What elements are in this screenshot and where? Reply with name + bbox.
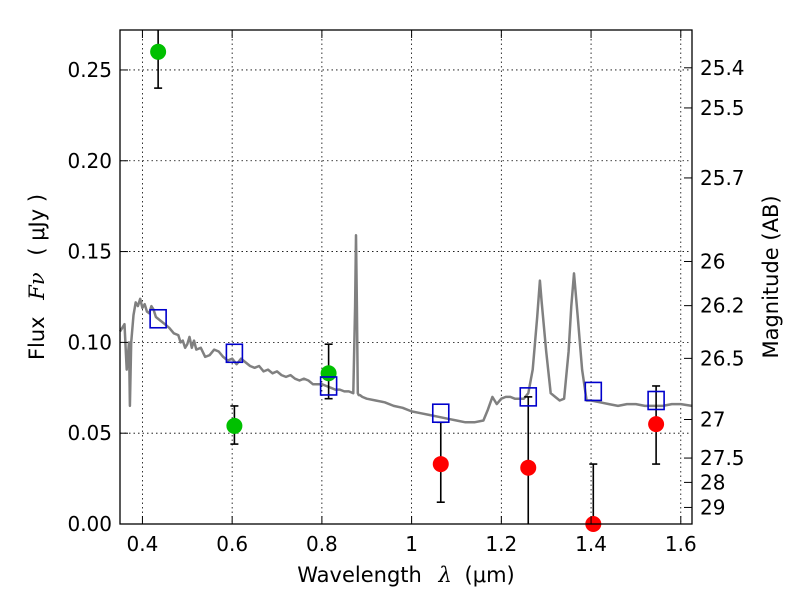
model-photometry-square — [149, 308, 167, 329]
x-axis-title: Wavelength λ (μm) — [297, 563, 514, 587]
y2-tick-label: 26.2 — [700, 294, 745, 318]
upper-limit-flux-point — [432, 456, 449, 473]
grid-lines — [120, 30, 692, 525]
model-photometry-square — [431, 403, 450, 424]
x-tick-label: 0.8 — [306, 532, 338, 556]
y-tick-label: 0.20 — [67, 149, 112, 173]
model-photometry-square — [225, 343, 244, 364]
x-tick-label: 0.6 — [216, 532, 248, 556]
x-axis-math: λ — [438, 563, 452, 587]
y-axis-unit: ( μJy ) — [25, 194, 49, 256]
y2-axis-title: Magnitude (AB) — [759, 195, 783, 358]
y2-tick-label: 29 — [700, 495, 725, 519]
model-photometry-square — [519, 387, 538, 407]
x-tick-label: 1.6 — [665, 532, 697, 556]
y2-tick-label: 26.5 — [700, 346, 745, 370]
model-photometry-square — [647, 390, 665, 411]
model-photometry-square — [319, 376, 338, 396]
model-photometry-square — [584, 381, 603, 402]
y-tick-label: 0.05 — [67, 421, 112, 445]
y-tick-label: 0.15 — [67, 240, 112, 264]
plot-frame — [119, 29, 693, 525]
detected-flux-point — [320, 365, 337, 382]
upper-limit-flux-point — [520, 459, 537, 476]
y-axis-math: Fν — [25, 272, 49, 301]
x-tick-label: 1 — [405, 532, 418, 556]
y-axis-label: Flux — [25, 316, 49, 360]
y2-tick-label: 26 — [700, 249, 725, 273]
y-tick-label: 0.25 — [67, 58, 112, 82]
x-tick-label: 1.2 — [485, 532, 517, 556]
upper-limit-flux-point — [648, 416, 665, 433]
model-spectrum-line — [118, 233, 693, 424]
y-tick-label: 0.10 — [67, 330, 112, 354]
x-axis-unit: (μm) — [465, 563, 515, 587]
detected-flux-point — [226, 417, 243, 434]
y2-tick-label: 28 — [700, 470, 725, 494]
x-axis-label: Wavelength — [297, 563, 422, 587]
y-tick-label: 0.00 — [67, 512, 112, 536]
y2-tick-label: 27 — [700, 407, 725, 431]
y2-tick-label: 27.5 — [700, 446, 745, 470]
y2-tick-label: 25.5 — [700, 96, 745, 120]
axis-ticks: 0.4 0.6 0.8 1 1.2 1.4 1.6 0.00 0.05 0.10 0.15 0.20 0… — [67, 30, 745, 556]
x-tick-label: 1.4 — [575, 532, 607, 556]
y2-tick-label: 25.7 — [700, 166, 745, 190]
y-axis-title: Flux Fν ( μJy ) — [25, 194, 49, 360]
y2-tick-label: 25.4 — [700, 56, 745, 80]
plot-data — [118, 30, 693, 532]
detected-flux-point — [150, 43, 167, 60]
x-tick-label: 0.4 — [127, 532, 159, 556]
